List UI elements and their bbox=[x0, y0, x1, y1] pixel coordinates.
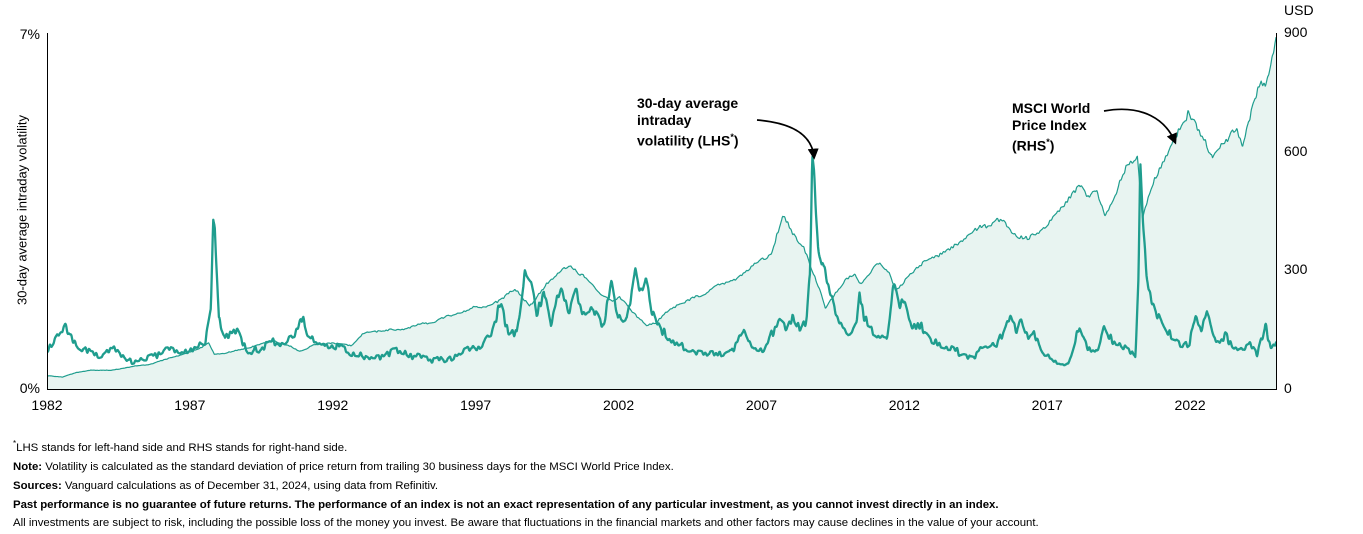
right-axis-tick-300: 300 bbox=[1284, 261, 1308, 278]
msci-index-line bbox=[48, 37, 1276, 378]
annotation-volatility-series: 30-day average intraday volatility (LHS*) bbox=[637, 95, 739, 150]
footnote-line-2: Note: Volatility is calculated as the st… bbox=[13, 460, 674, 473]
left-axis-title: 30-day average intraday volatility bbox=[14, 114, 30, 306]
left-axis-tick-7pct: 7% bbox=[19, 26, 40, 42]
x-axis-tick-1987: 1987 bbox=[174, 397, 206, 413]
footnotes: *LHS stands for left-hand side and RHS s… bbox=[13, 435, 1343, 533]
annotation-line: MSCI World bbox=[1012, 100, 1091, 116]
x-axis-tick-2017: 2017 bbox=[1031, 397, 1063, 413]
footnote-line-5: All investments are subject to risk, inc… bbox=[13, 517, 1039, 530]
right-axis-tick-900: 900 bbox=[1284, 24, 1308, 40]
x-axis-tick-2012: 2012 bbox=[888, 397, 920, 413]
asterisk-superscript: * bbox=[730, 132, 734, 142]
annotation-line: intraday bbox=[637, 112, 692, 128]
x-axis-tick-2002: 2002 bbox=[602, 397, 635, 413]
annotation-line: volatility (LHS*) bbox=[637, 132, 739, 149]
x-axis-tick-1982: 1982 bbox=[31, 397, 63, 413]
left-axis-tick-0pct: 0% bbox=[19, 380, 40, 396]
right-axis-unit-label: USD bbox=[1284, 2, 1314, 18]
msci-area-fill bbox=[48, 37, 1276, 389]
annotation-line: Price Index bbox=[1012, 117, 1087, 133]
asterisk-superscript: * bbox=[1046, 137, 1050, 147]
plot-area bbox=[47, 33, 1277, 390]
annotation-line: (RHS*) bbox=[1012, 137, 1055, 154]
x-axis-tick-1992: 1992 bbox=[317, 397, 349, 413]
footnote-line-4: Past performance is no guarantee of futu… bbox=[13, 498, 999, 511]
annotation-line: 30-day average bbox=[637, 95, 739, 111]
x-axis-tick-2007: 2007 bbox=[745, 397, 778, 413]
right-axis-tick-0: 0 bbox=[1284, 380, 1292, 396]
footnote-line-3: Sources: Vanguard calculations as of Dec… bbox=[13, 479, 439, 492]
footnote-line-1: *LHS stands for left-hand side and RHS s… bbox=[13, 439, 348, 454]
chart-canvas bbox=[48, 37, 1276, 389]
volatility-line bbox=[48, 155, 1276, 367]
x-axis-tick-2022: 2022 bbox=[1174, 397, 1206, 413]
annotation-msci-series: MSCI World Price Index (RHS*) bbox=[1012, 100, 1090, 155]
x-axis-tick-1997: 1997 bbox=[460, 397, 492, 413]
right-axis-tick-600: 600 bbox=[1284, 142, 1308, 159]
